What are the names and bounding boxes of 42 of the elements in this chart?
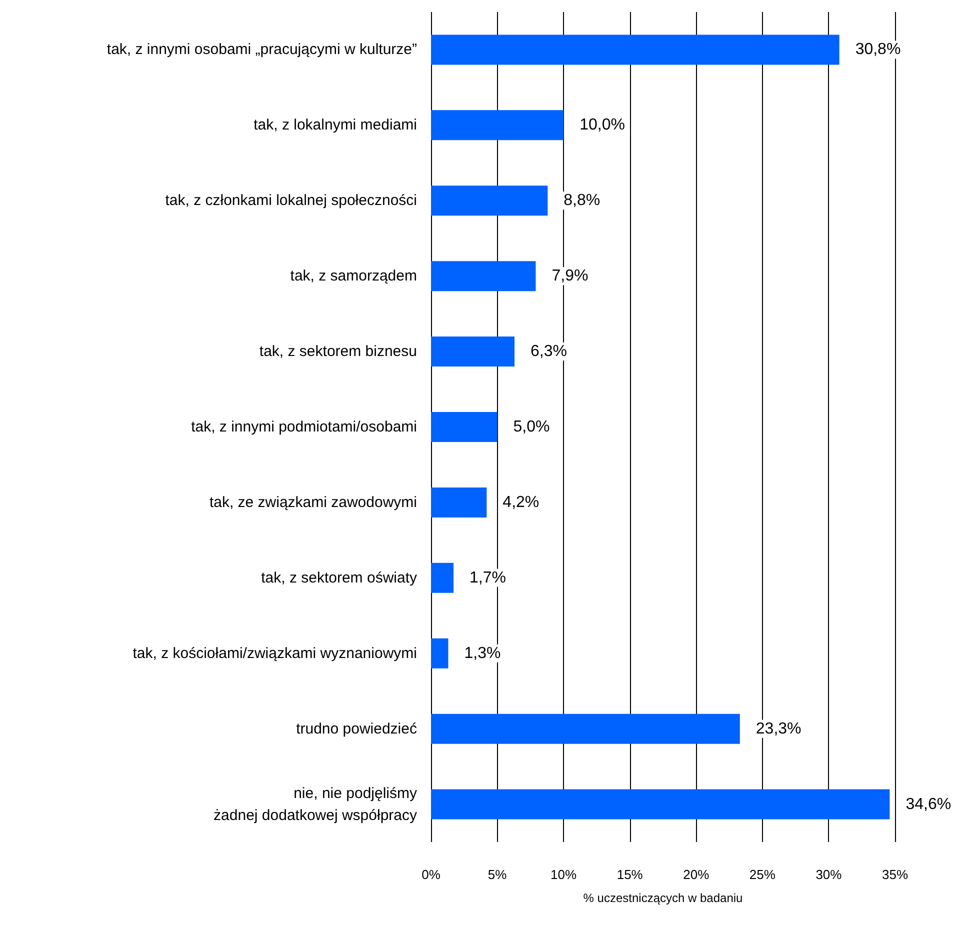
y-tick-label: tak, z kościołami/związkami wyznaniowymi [132,644,417,662]
x-tick-label: 20% [683,867,710,882]
x-tick-label: 35% [882,867,908,882]
x-tick-label: 25% [749,867,776,882]
bar [431,412,498,442]
bar [431,562,454,593]
data-label: 4,2% [502,494,540,511]
y-tick-label: tak, z samorządem [290,268,417,285]
x-axis-title: % uczestniczących w badaniu [583,891,743,905]
data-label: 7,9% [552,268,588,285]
x-tick-label: 5% [488,867,508,882]
data-label: 1,7% [470,569,506,586]
y-tick-label: tak, z sektorem biznesu [259,343,417,360]
bar [431,487,487,518]
bar [431,110,564,140]
y-tick-label: tak, z innymi podmiotami/osobami [191,418,417,436]
x-tick-label: 10% [550,867,578,882]
y-tick-label: tak, ze związkami zawodowymi [209,494,417,511]
data-label: 10,0% [580,116,625,134]
x-tick-label: 15% [616,867,644,882]
data-label: 5,0% [513,418,550,436]
bar [431,261,536,292]
y-tick-label: tak, z innymi osobami „pracującymi w kulturze” [106,41,418,58]
y-tick-label: tak, z sektorem oświaty [261,569,418,586]
data-label: 6,3% [530,343,567,360]
data-label: 8,8% [564,192,600,210]
bar [431,34,840,65]
y-tick-label: nie, nie podjęliśmy żadnej dodatkowej współpracy [214,784,418,824]
x-tick-label: 30% [816,867,842,882]
y-tick-label: trudno powiedzieć [296,720,418,738]
data-label: 1,3% [464,644,501,662]
bar [431,714,740,744]
bar [431,638,448,668]
data-label: 23,3% [756,720,802,738]
bar [431,186,548,216]
data-label: 34,6% [906,796,952,813]
data-label: 30,8% [855,41,901,58]
bar [431,336,515,367]
bar [431,789,890,820]
y-tick-label: tak, z lokalnymi mediami [254,116,417,134]
y-tick-label: tak, z członkami lokalnej społeczności [165,192,417,210]
x-tick-label: 0% [422,867,441,882]
